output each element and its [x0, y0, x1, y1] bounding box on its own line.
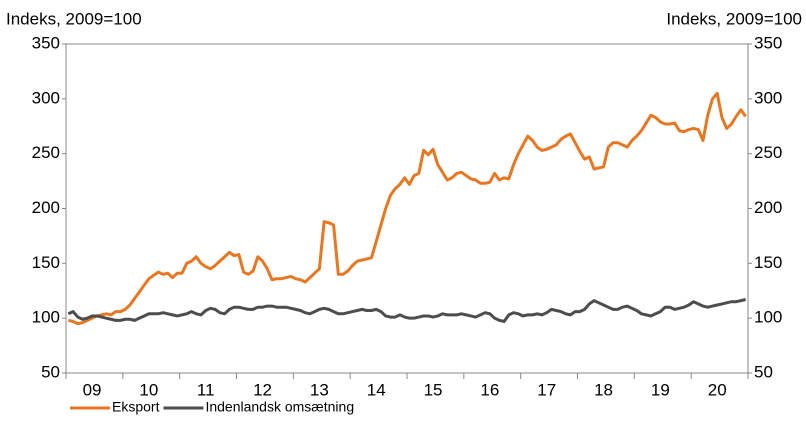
legend-label: Eksport [112, 399, 160, 415]
x-tick-label: 17 [537, 380, 556, 399]
y-tick-label: 200 [32, 198, 60, 217]
y-tick-label: 350 [32, 33, 60, 52]
y-tick-label: 250 [32, 143, 60, 162]
x-tick-label: 13 [310, 380, 329, 399]
legend-label: Indenlandsk omsætning [205, 399, 354, 415]
x-tick-label: 12 [253, 380, 272, 399]
x-tick-label: 20 [708, 380, 727, 399]
y2-tick-label: 100 [754, 308, 782, 327]
x-tick-label: 16 [480, 380, 499, 399]
y2-tick-label: 150 [754, 253, 782, 272]
series-line [68, 91, 747, 326]
y2-tick-label: 200 [754, 198, 782, 217]
y2-tick-label: 300 [754, 88, 782, 107]
y-tick-label: 150 [32, 253, 60, 272]
x-tick-label: 18 [594, 380, 613, 399]
x-tick-label: 09 [83, 380, 102, 399]
y2-tick-label: 250 [754, 143, 782, 162]
x-tick-label: 10 [139, 380, 158, 399]
y2-axis-title: Indeks, 2009=100 [666, 9, 802, 28]
y-axis-title: Indeks, 2009=100 [6, 9, 142, 28]
y-tick-label: 100 [32, 308, 60, 327]
y-tick-label: 300 [32, 88, 60, 107]
y-tick-label: 50 [41, 362, 60, 381]
x-tick-label: 19 [651, 380, 670, 399]
plot-frame [65, 43, 749, 374]
y2-tick-label: 350 [754, 33, 782, 52]
series-line [67, 298, 746, 323]
x-tick-label: 14 [367, 380, 386, 399]
y2-tick-label: 50 [754, 362, 773, 381]
x-tick-label: 15 [424, 380, 443, 399]
x-tick-label: 11 [197, 380, 215, 399]
